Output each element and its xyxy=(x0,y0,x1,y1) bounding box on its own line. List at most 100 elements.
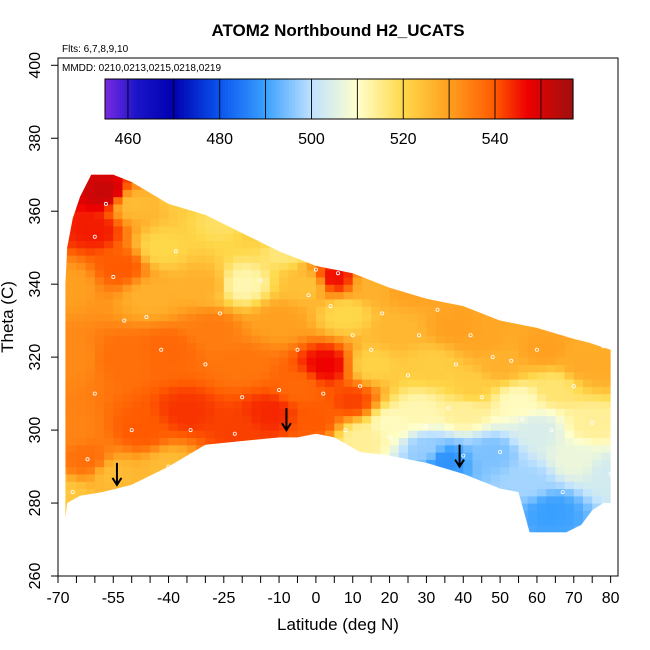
field-cell xyxy=(76,569,86,577)
field-cell xyxy=(307,532,317,540)
field-cell xyxy=(306,189,317,198)
field-cell xyxy=(214,233,225,241)
field-cell xyxy=(76,540,86,548)
field-cell xyxy=(325,481,335,490)
field-cell xyxy=(555,488,566,497)
field-cell xyxy=(472,182,483,190)
field-cell xyxy=(481,495,492,504)
field-cell xyxy=(509,313,520,322)
field-cell xyxy=(583,255,593,263)
field-cell xyxy=(389,298,400,307)
field-cell xyxy=(352,306,363,314)
field-cell xyxy=(334,400,345,409)
field-cell xyxy=(168,430,179,438)
field-cell xyxy=(435,247,446,256)
field-cell xyxy=(611,401,621,409)
field-cell xyxy=(223,306,234,314)
field-cell xyxy=(398,422,409,431)
field-cell xyxy=(518,503,529,511)
field-cell xyxy=(564,444,575,453)
field-cell xyxy=(325,517,335,526)
field-cell xyxy=(399,532,409,540)
field-cell xyxy=(315,240,326,249)
field-cell xyxy=(454,335,464,344)
field-cell xyxy=(196,400,206,409)
field-cell xyxy=(472,517,483,526)
field-cell xyxy=(123,554,133,562)
field-cell xyxy=(325,225,335,234)
field-cell xyxy=(371,569,381,577)
field-cell xyxy=(611,219,621,227)
field-cell xyxy=(435,298,446,307)
field-cell xyxy=(371,524,381,533)
field-cell xyxy=(583,379,593,387)
field-cell xyxy=(76,444,87,453)
field-cell xyxy=(500,481,510,490)
field-cell xyxy=(435,400,446,409)
field-cell xyxy=(67,269,77,278)
field-cell xyxy=(592,189,602,198)
field-cell xyxy=(242,488,252,497)
field-cell xyxy=(408,218,418,227)
field-cell xyxy=(371,466,381,475)
field-cell xyxy=(113,196,124,205)
colorbar-cell xyxy=(353,79,358,119)
field-cell xyxy=(251,298,262,307)
field-cell xyxy=(352,386,363,395)
field-cell xyxy=(500,276,510,285)
field-cell xyxy=(398,225,409,234)
field-cell xyxy=(223,247,234,256)
field-cell xyxy=(177,357,188,365)
field-cell xyxy=(150,371,160,380)
field-cell xyxy=(481,408,492,417)
field-cell xyxy=(334,262,345,271)
field-cell xyxy=(490,342,501,351)
field-cell xyxy=(94,276,105,285)
field-cell xyxy=(361,466,372,475)
field-cell xyxy=(279,481,289,490)
field-cell xyxy=(205,269,216,278)
field-cell xyxy=(583,196,593,205)
field-cell xyxy=(205,174,216,176)
field-cell xyxy=(315,211,326,220)
field-cell xyxy=(279,298,289,307)
field-cell xyxy=(592,262,602,271)
field-cell xyxy=(555,196,566,205)
field-cell xyxy=(537,561,547,569)
field-cell xyxy=(426,393,437,402)
field-cell xyxy=(205,320,216,329)
field-cell xyxy=(380,517,391,526)
field-cell xyxy=(408,561,418,569)
field-cell xyxy=(361,211,372,220)
field-cell xyxy=(76,203,87,212)
field-cell xyxy=(315,218,326,227)
field-cell xyxy=(527,393,538,402)
field-cell xyxy=(177,364,188,373)
field-cell xyxy=(159,524,170,533)
field-cell xyxy=(251,422,262,431)
field-cell xyxy=(536,437,547,446)
field-cell xyxy=(352,495,363,504)
field-cell xyxy=(518,452,529,460)
field-cell xyxy=(104,313,114,322)
field-cell xyxy=(408,276,418,285)
field-cell xyxy=(380,466,391,475)
field-cell xyxy=(65,313,68,322)
field-cell xyxy=(85,473,96,482)
field-cell xyxy=(435,379,446,387)
field-cell xyxy=(555,247,566,256)
field-cell xyxy=(186,481,197,490)
field-cell xyxy=(426,320,437,329)
field-cell xyxy=(279,189,289,198)
field-cell xyxy=(269,371,280,380)
field-cell xyxy=(214,357,225,365)
field-cell xyxy=(564,255,575,263)
colorbar-cell xyxy=(236,79,241,119)
y-tick-label: 300 xyxy=(27,417,44,444)
field-cell xyxy=(398,276,409,285)
field-cell xyxy=(444,371,455,380)
field-cell xyxy=(334,517,345,526)
field-cell xyxy=(186,473,197,482)
field-cell xyxy=(122,400,133,409)
field-cell xyxy=(380,524,391,533)
